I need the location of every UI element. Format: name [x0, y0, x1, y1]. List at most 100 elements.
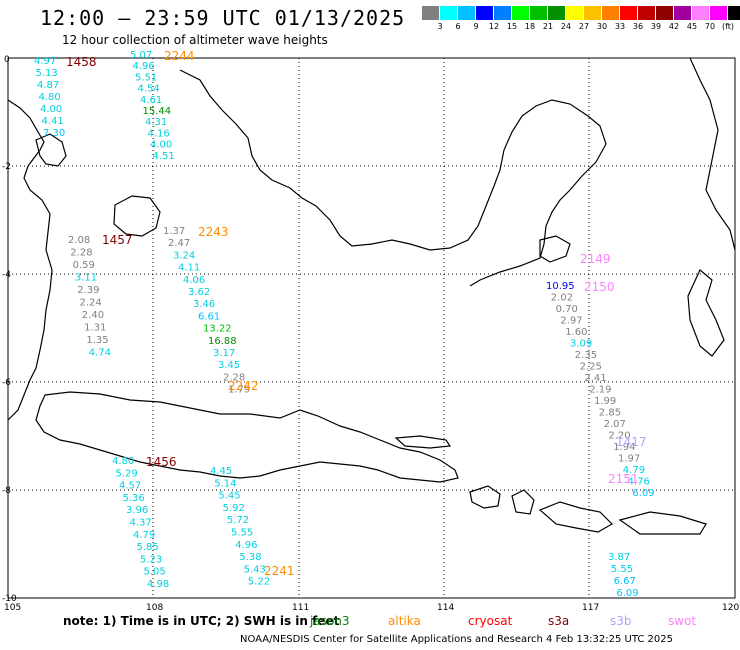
sulawesi-coast [689, 57, 736, 251]
scale-swatch [656, 6, 674, 20]
scale-label: 42 [668, 22, 680, 31]
wave-height-value: 4.98 [147, 579, 169, 590]
flores-island [618, 511, 707, 535]
scale-label: 6 [455, 22, 461, 31]
wave-height-value: 2.08 [68, 235, 90, 246]
wave-height-value: 10.95 [546, 281, 575, 292]
wave-height-value: 6.61 [198, 311, 220, 322]
wave-height-value: 5.36 [123, 493, 145, 504]
x-tick-label: 111 [292, 603, 309, 613]
pass-id-label: 2149 [580, 252, 611, 266]
java-coast [35, 391, 459, 483]
wave-height-value: 3.17 [213, 348, 235, 359]
belitung-island [113, 195, 161, 237]
scale-swatch [440, 6, 458, 20]
wave-height-value: 2.47 [168, 238, 190, 249]
scale-label: (ft) [721, 22, 735, 31]
wave-height-value: 5.23 [140, 554, 162, 565]
map-subtitle: 12 hour collection of altimeter wave hei… [62, 33, 328, 47]
coastlines [7, 57, 736, 535]
wave-height-value: 4.06 [183, 275, 205, 286]
scale-label: 33 [614, 22, 626, 31]
scale-swatch [692, 6, 710, 20]
scale-swatch [566, 6, 584, 20]
pass-id-label: 1417 [616, 435, 647, 449]
wave-height-value: 5.85 [137, 542, 159, 553]
map-title: 12:00 – 23:59 UTC 01/13/2025 [40, 6, 406, 30]
pass-id-label: 1458 [66, 55, 97, 69]
selayar-island [539, 235, 571, 263]
wave-height-value: 5.14 [214, 478, 236, 489]
wave-height-value: 4.31 [145, 117, 167, 128]
scale-swatch [620, 6, 638, 20]
sumatra-coast [7, 99, 53, 421]
scale-label: 36 [632, 22, 644, 31]
wave-height-value: 5.92 [223, 503, 245, 514]
y-tick-label: -6 [2, 378, 11, 388]
wave-height-value: 4.80 [39, 92, 61, 103]
wave-height-value: 1.99 [594, 396, 616, 407]
y-tick-label: -2 [2, 162, 11, 172]
scale-swatch [494, 6, 512, 20]
wave-height-value: 4.76 [628, 477, 650, 488]
wave-height-value: 2.39 [77, 285, 99, 296]
wave-height-value: 4.11 [178, 263, 200, 274]
wave-height-value: 2.24 [80, 298, 102, 309]
wave-height-value: 5.45 [218, 491, 240, 502]
wave-height-value: 1.94 [613, 442, 635, 453]
bangka-island [35, 133, 67, 167]
x-tick-label: 108 [146, 603, 163, 613]
wave-height-value: 4.96 [133, 61, 155, 72]
scale-swatch [602, 6, 620, 20]
y-tick-label: -10 [2, 594, 17, 604]
mission-legend-item: swot [668, 614, 697, 628]
wave-height-value: 5.38 [239, 552, 261, 563]
wave-height-value: 4.96 [235, 540, 257, 551]
lombok-island [511, 489, 535, 515]
wave-height-value: 5.51 [135, 72, 157, 83]
wave-height-value: 0.59 [73, 260, 95, 271]
scale-label: 15 [506, 22, 518, 31]
wave-height-value: 2.19 [589, 385, 611, 396]
wave-height-value: 3.62 [188, 287, 210, 298]
color-scale [422, 6, 740, 20]
wave-height-value: 3.46 [193, 299, 215, 310]
scale-swatch [584, 6, 602, 20]
pass-id-label: 2244 [164, 49, 195, 63]
scale-swatch [710, 6, 728, 20]
y-tick-label: -4 [2, 270, 11, 280]
wave-height-value: 15.44 [143, 106, 172, 117]
pass-id-label: 2150 [584, 280, 615, 294]
wave-height-value: 5.05 [144, 567, 166, 578]
scale-label: 9 [473, 22, 479, 31]
wave-height-value: 4.37 [130, 518, 152, 529]
wave-height-value: 4.45 [210, 466, 232, 477]
wave-height-value: 2.41 [584, 373, 606, 384]
wave-height-value: 1.79 [228, 385, 250, 396]
scale-label: 45 [686, 22, 698, 31]
wave-height-value: 4.41 [42, 116, 64, 127]
wave-height-value: 6.09 [616, 588, 638, 599]
scale-label: 39 [650, 22, 662, 31]
y-tick-label: 0 [4, 55, 10, 65]
madura-island [394, 435, 452, 449]
scale-label: 21 [542, 22, 554, 31]
wave-height-value: 2.35 [575, 350, 597, 361]
x-tick-label: 114 [437, 603, 454, 613]
wave-height-value: 4.79 [623, 465, 645, 476]
wave-height-value: 2.02 [551, 293, 573, 304]
mission-legend-item: s3a [548, 614, 570, 628]
scale-label: 30 [596, 22, 608, 31]
pass-id-label: 2241 [264, 564, 295, 578]
color-scale-labels: 3 6 9 12 15 18 21 24 27 30 33 36 39 42 45 70 (ft) [422, 22, 735, 34]
wave-height-value: 5.72 [227, 515, 249, 526]
scale-label: 24 [560, 22, 572, 31]
scale-label: 12 [488, 22, 500, 31]
wave-height-value: 5.43 [244, 564, 266, 575]
wave-height-value: 4.00 [40, 104, 62, 115]
wave-height-value: 3.24 [173, 250, 195, 261]
wave-height-value: 13.22 [203, 324, 232, 335]
scale-swatch [476, 6, 494, 20]
map-frame [7, 57, 736, 599]
wave-height-value: 3.11 [75, 273, 97, 284]
